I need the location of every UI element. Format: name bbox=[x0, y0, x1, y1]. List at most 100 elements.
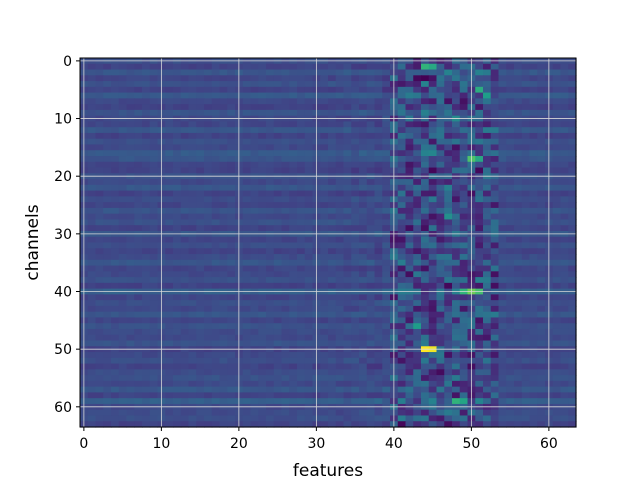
heatmap-cell bbox=[382, 202, 391, 209]
heatmap-cell bbox=[490, 138, 500, 146]
heatmap-cell bbox=[514, 271, 523, 278]
heatmap-cell bbox=[521, 213, 531, 221]
heatmap-cell bbox=[483, 375, 492, 382]
heatmap-cell bbox=[428, 294, 438, 301]
heatmap-cell bbox=[521, 225, 531, 232]
heatmap-cell bbox=[366, 69, 376, 76]
heatmap-cell bbox=[227, 259, 236, 267]
heatmap-cell bbox=[103, 179, 112, 186]
heatmap-cell bbox=[173, 109, 182, 117]
heatmap-cell bbox=[514, 375, 523, 382]
heatmap-cell bbox=[281, 282, 290, 290]
heatmap-cell bbox=[405, 254, 414, 261]
heatmap-cell bbox=[297, 167, 306, 174]
heatmap-cell bbox=[173, 323, 182, 330]
heatmap-cell bbox=[242, 363, 252, 370]
heatmap-cell bbox=[537, 340, 546, 347]
heatmap-cell bbox=[359, 161, 368, 169]
heatmap-cell bbox=[180, 282, 190, 290]
heatmap-cell bbox=[250, 179, 259, 186]
heatmap-cell bbox=[242, 121, 252, 128]
heatmap-cell bbox=[258, 369, 267, 376]
heatmap-cell bbox=[351, 109, 360, 117]
heatmap-cell bbox=[366, 127, 376, 134]
heatmap-cell bbox=[142, 92, 151, 99]
heatmap-cell bbox=[335, 375, 345, 382]
heatmap-cell bbox=[514, 144, 523, 151]
heatmap-cell bbox=[87, 184, 97, 192]
heatmap-cell bbox=[142, 190, 151, 197]
heatmap-cell bbox=[452, 300, 461, 307]
heatmap-cell bbox=[188, 121, 197, 128]
heatmap-cell bbox=[343, 86, 352, 94]
heatmap-cell bbox=[149, 380, 159, 388]
heatmap-cell bbox=[304, 317, 314, 324]
heatmap-cell bbox=[211, 161, 221, 169]
heatmap-cell bbox=[95, 392, 104, 399]
heatmap-cell bbox=[452, 375, 461, 382]
heatmap-cell bbox=[103, 196, 112, 203]
heatmap-cell bbox=[359, 265, 368, 272]
heatmap-cell bbox=[436, 277, 445, 284]
heatmap-cell bbox=[351, 415, 360, 422]
heatmap-cell bbox=[405, 81, 414, 88]
heatmap-cell bbox=[568, 409, 577, 417]
heatmap-cell bbox=[258, 271, 267, 278]
heatmap-cell bbox=[475, 242, 484, 249]
heatmap-cell bbox=[266, 357, 275, 365]
heatmap-cell bbox=[397, 392, 407, 399]
heatmap-cell bbox=[490, 248, 500, 255]
heatmap-cell bbox=[126, 98, 135, 105]
heatmap-cell bbox=[498, 242, 507, 249]
heatmap-cell bbox=[211, 380, 221, 388]
heatmap-cell bbox=[258, 161, 267, 169]
heatmap-cell bbox=[483, 242, 492, 249]
heatmap-cell bbox=[444, 380, 453, 388]
heatmap-cell bbox=[351, 357, 360, 365]
heatmap-cell bbox=[374, 179, 383, 186]
heatmap-cell bbox=[428, 69, 438, 76]
heatmap-cell bbox=[498, 392, 507, 399]
heatmap-cell bbox=[211, 386, 221, 394]
heatmap-cell bbox=[304, 248, 314, 255]
heatmap-cell bbox=[351, 311, 360, 319]
heatmap-cell bbox=[281, 92, 290, 99]
heatmap-cell bbox=[382, 242, 391, 249]
heatmap-cell bbox=[289, 386, 298, 394]
heatmap-cell bbox=[374, 254, 383, 261]
heatmap-cell bbox=[118, 352, 128, 359]
heatmap-cell bbox=[560, 328, 569, 336]
heatmap-cell bbox=[397, 121, 407, 128]
heatmap-cell bbox=[304, 75, 314, 82]
heatmap-cell bbox=[328, 179, 337, 186]
heatmap-cell bbox=[281, 63, 290, 71]
heatmap-cell bbox=[219, 184, 228, 192]
heatmap-cell bbox=[421, 179, 430, 186]
heatmap-cell bbox=[103, 242, 112, 249]
heatmap-cell bbox=[95, 386, 104, 394]
heatmap-cell bbox=[444, 375, 453, 382]
heatmap-cell bbox=[490, 294, 500, 301]
heatmap-cell bbox=[459, 300, 469, 307]
heatmap-cell bbox=[242, 150, 252, 157]
heatmap-cell bbox=[444, 363, 453, 370]
heatmap-cell bbox=[266, 161, 275, 169]
heatmap-cell bbox=[552, 213, 562, 221]
heatmap-cell bbox=[552, 63, 562, 71]
heatmap-cell bbox=[405, 363, 414, 370]
heatmap-cell bbox=[475, 104, 484, 111]
heatmap-cell bbox=[142, 132, 151, 140]
heatmap-cell bbox=[173, 179, 182, 186]
heatmap-cell bbox=[289, 92, 298, 99]
heatmap-cell bbox=[266, 277, 275, 284]
heatmap-cell bbox=[281, 69, 290, 76]
heatmap-cell bbox=[173, 190, 182, 197]
heatmap-cell bbox=[498, 282, 507, 290]
heatmap-cell bbox=[320, 190, 329, 197]
heatmap-cell bbox=[452, 81, 461, 88]
heatmap-cell bbox=[514, 334, 523, 342]
heatmap-cell bbox=[266, 248, 275, 255]
heatmap-cell bbox=[351, 98, 360, 105]
heatmap-cell bbox=[428, 179, 438, 186]
